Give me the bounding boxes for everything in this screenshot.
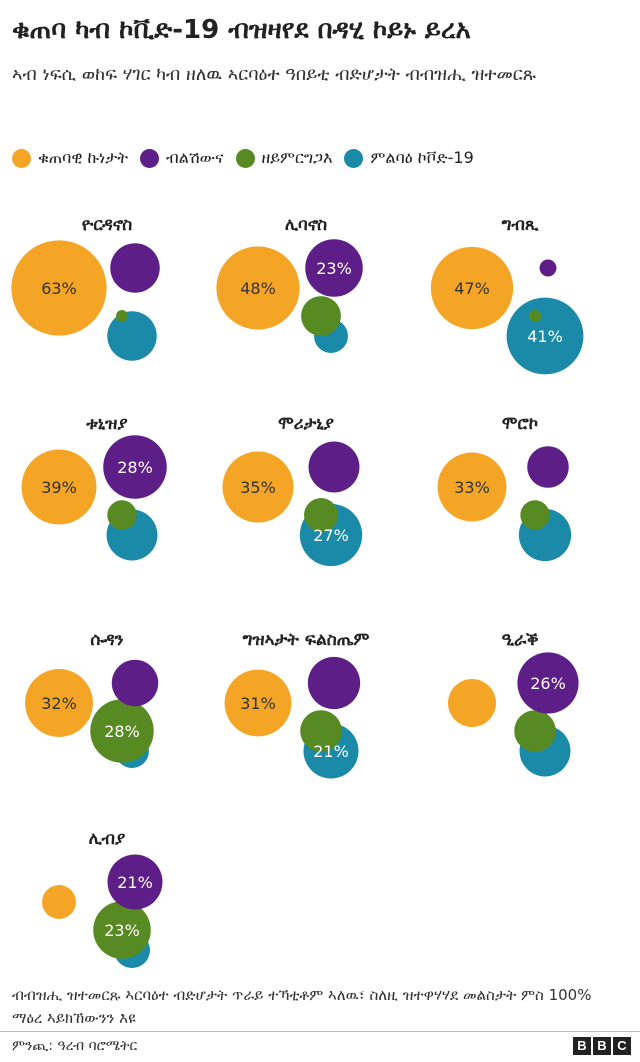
bubble-label-economy: 33% [454,478,490,497]
country-name: ሞሮኮ [502,414,538,434]
bubble-corruption [307,656,361,710]
legend-label-covid: ምልባዕ ኮቮድ-19 [370,148,474,167]
bubble-economy [437,452,507,522]
bbc-logo-b1: B [573,1037,591,1055]
bbc-logo-c: C [613,1037,631,1055]
bubble-chart: ዮርዳኖስ 63% ሊባኖስ 23% 48% ግብጺ 41% 47% ቱኒዝያ 28% 39% ሞሪታ… [11,215,584,968]
bubble-corruption [527,446,569,488]
bubble-label-economy: 32% [41,694,77,713]
bubble-instability [93,901,151,959]
bubble-label-covid: 21% [313,742,349,761]
bubble-corruption [308,441,360,493]
bubble-corruption [111,659,159,707]
bubble-instability [116,310,128,322]
legend-item-instability: ዘይምርግጋእ [235,148,333,168]
country-name: ግብጺ [502,215,539,235]
bubble-covid [506,297,584,375]
bubble-economy [11,240,107,336]
bubble-instability [529,310,541,322]
legend-item-economy: ቁጠባዊ ኩነታት [12,148,128,168]
bubble-instability [520,500,550,530]
bubble-label-economy: 31% [240,694,276,713]
bubble-label-covid: 27% [313,526,349,545]
bubble-instability [301,296,341,336]
bubble-economy [25,669,93,737]
country-panel: ሞሪታኒያ 27% 35% [222,414,363,567]
bubble-label-economy: 35% [240,478,276,497]
country-name: ሱዳን [90,630,123,650]
country-name: ቱኒዝያ [85,414,127,434]
bubble-label-corruption: 21% [117,873,153,892]
bubble-corruption [305,239,363,297]
chart-title: ቁጠባ ካብ ኮቪድ-19 ብዝዛየደ በዳሂ ኮይኑ ይረአ [12,15,471,45]
bbc-logo: B B C [571,1037,631,1055]
legend-item-covid: ምልባዕ ኮቮድ-19 [344,148,474,168]
legend-swatch-corruption [140,148,160,168]
bubble-economy [222,451,294,523]
source-note: ምንጪ: ዓረብ ባሮሜትር [12,1038,138,1054]
bubble-label-instability: 23% [104,921,140,940]
bubble-economy [216,246,300,330]
country-panel: ሞሮኮ 33% [437,414,572,562]
country-panel: ሊብያ 23% 21% [42,829,163,968]
bubble-corruption [110,243,160,293]
country-name: ዮርዳኖስ [82,215,132,235]
bubble-label-corruption: 26% [530,674,566,693]
legend-swatch-economy [12,148,31,168]
country-name: ሊባኖስ [285,215,327,235]
bubble-label-economy: 39% [41,478,77,497]
bbc-logo-b2: B [593,1037,611,1055]
bubble-covid [107,311,157,361]
legend-label-instability: ዘይምርግጋእ [261,148,333,167]
legend-label-corruption: ብልሽውና [166,148,224,167]
bubble-instability [107,500,137,530]
bubble-label-covid: 41% [527,327,563,346]
footnote: ብብዝሒ ዝተመርጹ ኣርባዕተ ብድሆታት ጥራይ ተኻቲቶም ኣለዉ፣ ስለ… [12,986,592,1027]
bubble-instability [304,498,338,532]
country-panel: ግብጺ 41% 47% [430,215,584,375]
bubble-label-instability: 28% [104,722,140,741]
country-panel: ቱኒዝያ 28% 39% [21,414,167,561]
bubble-corruption [107,854,163,910]
bubble-instability [514,710,556,752]
legend: ቁጠባዊ ኩነታት ብልሽውና ዘይምርግጋእ ምልባዕ ኮቮድ-19 [12,143,486,173]
country-name: ሞሪታኒያ [278,414,334,434]
bubble-corruption [539,259,557,277]
country-panel: ዒራቕ 26% [448,630,579,777]
bubble-label-economy: 63% [41,279,77,298]
bubble-economy [42,885,76,919]
legend-label-economy: ቁጠባዊ ኩነታት [38,148,129,167]
bubble-label-corruption: 28% [117,458,153,477]
legend-swatch-covid [344,148,364,168]
bubble-economy [21,449,97,525]
bubble-label-economy: 47% [454,279,490,298]
country-name: ግዝኣታት ፍልስጤም [243,630,370,650]
divider [0,1031,640,1032]
bubble-economy [224,669,292,737]
legend-item-corruption: ብልሽውና [140,148,224,168]
country-panel: ሊባኖስ 23% 48% [216,215,363,353]
legend-swatch-instability [235,148,255,168]
bubble-label-corruption: 23% [316,259,352,278]
bubble-economy [448,679,496,727]
country-name: ዒራቕ [501,630,538,650]
bubble-corruption [103,435,167,499]
country-name: ሊብያ [89,829,126,849]
bubble-instability [90,699,154,763]
country-panel: ዮርዳኖስ 63% [11,215,160,361]
country-panel: ሱዳን 28% 32% [25,630,159,768]
country-panel: ግዝኣታት ፍልስጤም 21% 31% [224,630,370,779]
bubble-corruption [517,652,579,714]
bubble-instability [300,710,342,752]
chart-subtitle: ኣብ ነፍሲ ወከፍ ሃገር ካብ ዘለዉ ኣርባዕተ ዓበይቲ ብድሆታት ብ… [12,64,536,85]
bubble-economy [430,246,514,330]
bubble-label-economy: 48% [240,279,276,298]
